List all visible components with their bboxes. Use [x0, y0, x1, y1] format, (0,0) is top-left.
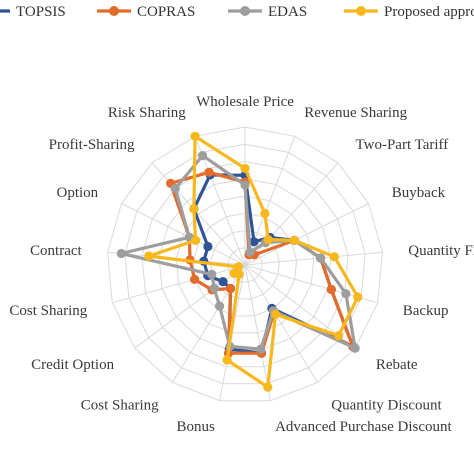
axis-label: Contract: [30, 243, 82, 259]
data-point-proposed-approach: [334, 331, 344, 341]
legend-marker: [240, 6, 250, 16]
legend-item-edas: EDAS: [228, 4, 307, 20]
legend-item-topsis: TOPSIS: [0, 4, 66, 20]
data-point-edas: [240, 180, 250, 190]
data-point-proposed-approach: [144, 251, 154, 261]
data-point-edas: [245, 247, 255, 257]
legend-label: COPRAS: [137, 4, 195, 20]
data-point-proposed-approach: [229, 268, 239, 278]
axis-label: Two-Part Tariff: [356, 137, 449, 153]
axis-label: Advanced Purchase Discount: [275, 419, 452, 435]
data-point-proposed-approach: [189, 204, 199, 214]
grid-ring: [227, 247, 263, 283]
axis-label: Buyback: [392, 185, 446, 201]
data-point-proposed-approach: [233, 262, 243, 272]
series-proposed-approach: [144, 131, 363, 392]
grid-spoke: [244, 251, 383, 266]
data-point-proposed-approach: [190, 131, 200, 141]
axis-label: Quantity Discount: [331, 397, 442, 413]
data-point-proposed-approach: [263, 234, 273, 245]
data-point-proposed-approach: [329, 252, 339, 262]
data-point-edas: [350, 343, 360, 353]
legend-label: EDAS: [268, 4, 307, 20]
grid-spoke: [244, 264, 319, 383]
data-point-proposed-approach: [270, 309, 281, 319]
data-point-proposed-approach: [240, 163, 250, 173]
data-point-proposed-approach: [353, 292, 363, 302]
grid-ring: [141, 160, 349, 368]
data-point-copras: [326, 284, 336, 295]
legend-label: TOPSIS: [16, 4, 66, 20]
axis-label: Credit Option: [31, 357, 114, 373]
data-point-edas: [170, 183, 180, 194]
data-point-edas: [198, 151, 208, 161]
data-point-proposed-approach: [191, 235, 201, 245]
data-point-topsis: [203, 241, 213, 252]
data-point-proposed-approach: [260, 208, 270, 219]
grid-ring: [107, 126, 383, 402]
axis-label: Cost Sharing: [9, 303, 87, 319]
data-point-edas: [341, 289, 351, 299]
data-point-copras: [225, 283, 236, 294]
axis-label: Rebate: [376, 357, 418, 373]
data-point-edas: [209, 283, 219, 293]
data-point-edas: [207, 269, 217, 279]
axis-label: Backup: [403, 303, 449, 319]
data-point-edas: [116, 248, 126, 259]
data-point-proposed-approach: [263, 382, 273, 392]
grid-spoke: [244, 203, 369, 266]
data-point-edas: [215, 301, 225, 311]
legend-item-copras: COPRAS: [97, 4, 195, 20]
legend-marker: [109, 6, 119, 16]
axis-label: Risk Sharing: [108, 105, 186, 121]
data-point-edas: [256, 344, 266, 354]
grid-spoke: [244, 264, 271, 401]
radar-series-group: [116, 131, 363, 392]
axis-label: Quantity Flexibility: [408, 243, 474, 259]
legend: TOPSIS COPRAS EDAS Proposed approach: [0, 4, 474, 20]
axis-label: Cost Sharing: [81, 397, 159, 413]
axis-label: Wholesale Price: [196, 94, 294, 110]
axis-label: Revenue Sharing: [304, 105, 407, 121]
legend-marker: [356, 6, 366, 16]
axis-label: Profit-Sharing: [49, 137, 135, 153]
axis-labels: Wholesale Price Revenue Sharing Two-Part T…: [9, 94, 474, 435]
grid-ring: [124, 143, 366, 385]
data-point-copras: [190, 274, 200, 284]
data-point-topsis: [218, 277, 228, 287]
grid-spoke: [171, 264, 246, 383]
grid-spoke: [112, 264, 246, 304]
axis-label: Option: [57, 185, 99, 201]
data-point-proposed-approach: [222, 355, 232, 365]
data-point-topsis: [249, 237, 259, 247]
grid-spoke: [244, 162, 339, 266]
axis-label: Bonus: [177, 419, 216, 435]
data-point-proposed-approach: [289, 235, 299, 245]
grid-spoke: [121, 203, 246, 266]
grid-spoke: [151, 162, 246, 266]
legend-label: Proposed approach: [384, 4, 474, 20]
data-point-copras: [204, 167, 214, 177]
data-point-edas: [316, 253, 326, 263]
legend-item-proposed-approach: Proposed approach: [344, 4, 474, 20]
